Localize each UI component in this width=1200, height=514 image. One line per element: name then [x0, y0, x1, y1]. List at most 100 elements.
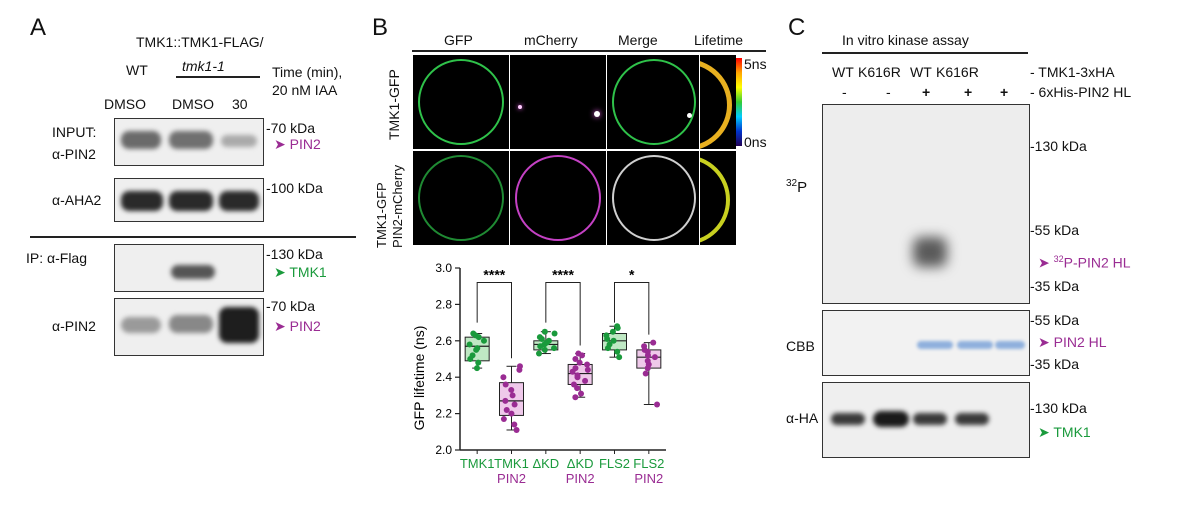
p32-symbol: P — [797, 179, 808, 196]
row2-label-line2: PIN2-mCherry — [390, 164, 405, 248]
lane-c-1: WT — [832, 64, 854, 80]
blot-input-pin2 — [114, 118, 264, 166]
data-point — [572, 365, 579, 372]
aha2-label: α-AHA2 — [52, 192, 102, 208]
data-point — [475, 359, 482, 366]
data-point — [603, 332, 610, 339]
band — [121, 131, 161, 149]
data-point — [616, 354, 623, 361]
y-tick-label: 2.0 — [435, 443, 452, 457]
lane-c-3: WT — [910, 64, 932, 80]
data-point — [551, 330, 558, 337]
data-point — [551, 345, 558, 352]
data-point — [470, 330, 477, 337]
lane-label-2: DMSO — [172, 96, 214, 112]
data-point — [584, 361, 591, 368]
image-gfp-tmk1 — [412, 54, 510, 150]
marker-100: -100 kDa — [266, 180, 323, 196]
col-header-gfp: GFP — [444, 32, 473, 48]
significance-label: **** — [552, 267, 574, 283]
scale-max-label: 5ns — [744, 56, 767, 72]
col-header-merge: Merge — [618, 32, 658, 48]
marker-130-a: -130 kDa — [266, 246, 323, 262]
p32-mass: 32 — [786, 178, 798, 189]
band — [169, 131, 213, 149]
input-antibody-label: α-PIN2 — [52, 146, 96, 162]
gfp-lifetime-boxplot: GFP lifetime (ns) 2.0 2.2 2.4 2.6 2.8 3.0 TMK1… — [411, 261, 666, 486]
cell-membrane — [418, 155, 504, 241]
lifetime-membrane — [700, 59, 732, 149]
band — [221, 135, 257, 147]
x-tick-label: ΔKD — [532, 456, 559, 471]
data-point — [575, 350, 582, 357]
data-point — [570, 381, 577, 388]
marker-70-a: -70 kDa — [266, 120, 316, 136]
marker-70-b: -70 kDa — [266, 298, 316, 314]
y-tick-label: 2.6 — [435, 334, 452, 348]
band — [121, 317, 161, 333]
lifetime-color-scale — [736, 58, 742, 146]
data-point — [503, 406, 510, 413]
marker-c-35-b: -35 kDa — [1030, 356, 1080, 372]
arrow-tmk1-label: TMK1 — [289, 264, 327, 280]
significance-bracket — [476, 282, 512, 359]
x-tick-label: ΔKD — [567, 456, 594, 471]
data-point — [572, 356, 579, 362]
data-point — [509, 392, 516, 399]
sign-c-2: - — [886, 84, 891, 100]
x-tick-label-secondary: PIN2 — [497, 471, 526, 486]
band — [169, 191, 213, 211]
significance-bracket — [614, 282, 650, 335]
x-tick-label: TMK1 — [494, 456, 529, 471]
arrow-tmk1-c-label: TMK1 — [1053, 424, 1091, 440]
blot-ip-pin2 — [114, 298, 264, 356]
x-tick-label-secondary: PIN2 — [566, 471, 595, 486]
lane-c-4: K616R — [936, 64, 979, 80]
y-tick-label: 2.8 — [435, 297, 452, 311]
data-point — [541, 328, 548, 335]
data-point — [508, 410, 515, 417]
data-point — [582, 377, 589, 384]
panel-a-letter: A — [30, 14, 47, 41]
data-point — [650, 339, 657, 346]
arrow-p32-mass: 32 — [1053, 254, 1064, 264]
cbb-label: CBB — [786, 338, 815, 354]
data-point — [480, 337, 487, 344]
data-point — [502, 381, 509, 388]
ip-label: IP: α-Flag — [26, 250, 87, 266]
sign-c-5: + — [1000, 84, 1009, 100]
sign-c-4: + — [964, 84, 973, 100]
data-point — [606, 341, 613, 348]
band — [995, 341, 1025, 349]
data-point — [500, 374, 507, 381]
sign-c-1: - — [842, 84, 847, 100]
ha-label: α-HA — [786, 410, 819, 426]
image-gfp-coexp — [412, 150, 510, 246]
data-point — [576, 359, 583, 366]
marker-c-130-a: -130 kDa — [1030, 138, 1087, 154]
image-mcherry-coexp — [509, 150, 607, 246]
data-point — [545, 337, 552, 344]
data-point — [511, 421, 518, 428]
data-point — [516, 363, 523, 370]
row2-label-line1: TMK1-GFP — [374, 182, 389, 248]
band — [873, 411, 909, 427]
x-tick-label: FLS2 — [633, 456, 664, 471]
lane-label-3: 30 — [232, 96, 248, 112]
blot-anti-ha — [822, 382, 1030, 458]
data-point — [536, 350, 543, 357]
arrow-pin2-hl: ➤ PIN2 HL — [1038, 334, 1107, 350]
band — [169, 315, 213, 333]
cell-membrane — [612, 59, 696, 145]
image-merge-tmk1 — [606, 54, 700, 150]
data-point — [508, 386, 515, 393]
image-lifetime-coexp — [699, 150, 737, 246]
p32-label: 32P — [786, 178, 807, 196]
data-point — [536, 334, 543, 341]
genotype-mutant: tmk1-1 — [182, 58, 225, 74]
band — [219, 191, 259, 211]
data-point — [541, 346, 548, 353]
data-point — [574, 372, 581, 379]
panel-b-letter: B — [372, 14, 389, 41]
lifetime-membrane — [700, 155, 730, 245]
